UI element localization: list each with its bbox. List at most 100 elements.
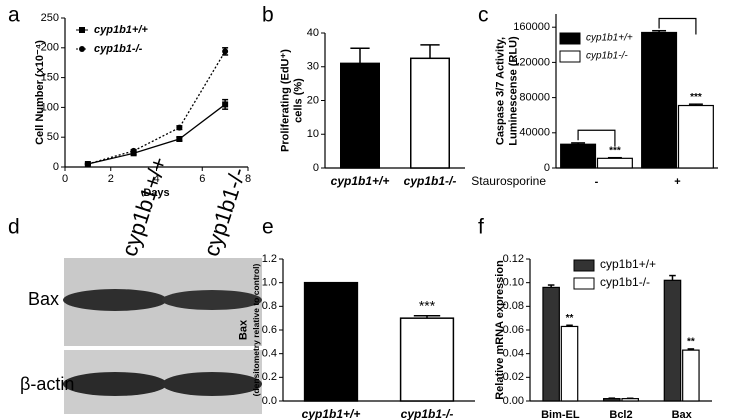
y-axis-label: Luminescense (RLU) xyxy=(507,36,519,146)
marker xyxy=(130,147,137,154)
marker xyxy=(176,135,183,142)
bar xyxy=(410,57,450,169)
legend-label: cyp1b1+/+ xyxy=(586,33,633,44)
annotation: *** xyxy=(419,298,436,314)
y-tick-label: 0.12 xyxy=(503,253,524,265)
y-tick-label: 0.6 xyxy=(262,324,277,336)
legend-label: cyp1b1+/+ xyxy=(600,257,656,271)
line xyxy=(87,51,226,165)
y-tick-label: 160000 xyxy=(513,21,550,33)
y-axis-label: Relative mRNA expression xyxy=(494,260,506,400)
bar xyxy=(603,398,621,402)
bar xyxy=(596,157,633,169)
marker xyxy=(84,161,91,168)
y-tick-label: 10 xyxy=(307,128,319,140)
bar xyxy=(399,317,455,402)
panel-label: a xyxy=(8,4,20,27)
annotation: *** xyxy=(609,145,621,156)
y-tick-label: 0.06 xyxy=(503,324,524,336)
blot-band xyxy=(63,289,167,311)
blot-band xyxy=(63,372,167,396)
y-tick-label: 50 xyxy=(47,131,59,143)
bar xyxy=(340,62,380,169)
y-axis-label: Proliferating (EdU⁺) xyxy=(279,49,291,152)
x-tick-label: - xyxy=(595,176,599,188)
bar xyxy=(677,104,714,169)
panel-label: f xyxy=(478,216,484,239)
y-tick-label: 1.0 xyxy=(262,277,277,289)
y-tick-label: 40 xyxy=(307,27,319,39)
y-tick-label: 0.8 xyxy=(262,300,277,312)
legend-marker xyxy=(79,27,85,33)
y-tick-label: 0.04 xyxy=(503,348,524,360)
y-tick-label: 0.02 xyxy=(503,371,524,383)
x-tick-label: Bim-EL xyxy=(541,409,580,420)
panel-label: c xyxy=(478,4,489,27)
bar xyxy=(303,281,359,402)
legend-label: cyp1b1-/- xyxy=(586,51,628,62)
bar xyxy=(682,349,700,402)
x-tick-label: 2 xyxy=(108,173,114,185)
y-tick-label: 0.10 xyxy=(503,277,524,289)
y-axis-label: Cell Number (x10⁻⁴) xyxy=(34,40,46,145)
bar xyxy=(663,279,682,402)
bar xyxy=(560,143,597,169)
y-tick-label: 1.2 xyxy=(262,253,277,265)
marker xyxy=(222,101,229,108)
bar xyxy=(641,31,678,169)
lane-label: cyp1b1+/+ xyxy=(117,154,173,259)
legend-swatch xyxy=(573,259,595,272)
marker xyxy=(176,124,183,131)
legend-swatch xyxy=(559,50,581,63)
y-tick-label: 0.00 xyxy=(503,395,524,407)
y-axis-label: Bax xyxy=(237,319,249,340)
x-axis-label: Staurosporine xyxy=(471,174,546,188)
y-tick-label: 100 xyxy=(41,101,59,113)
bar xyxy=(542,286,560,402)
x-tick-label: 4 xyxy=(153,173,159,185)
y-tick-label: 150 xyxy=(41,72,59,84)
y-tick-label: 80000 xyxy=(519,92,550,104)
band-label: Bax xyxy=(28,289,59,309)
y-tick-label: 250 xyxy=(41,12,59,24)
x-tick-label: 0 xyxy=(62,173,68,185)
x-tick-label: cyp1b1-/- xyxy=(401,407,454,420)
marker xyxy=(222,48,229,55)
lane-label: cyp1b1-/- xyxy=(199,164,251,259)
x-tick-label: Bcl2 xyxy=(609,409,632,420)
line xyxy=(87,103,226,165)
legend-marker xyxy=(79,46,85,52)
y-axis-label: cells (%) xyxy=(292,78,304,123)
x-tick-label: + xyxy=(674,176,680,188)
annotation: ** xyxy=(566,313,574,324)
blot-band xyxy=(162,290,262,310)
legend-label: cyp1b1-/- xyxy=(600,275,650,289)
bar xyxy=(560,325,579,402)
y-tick-label: 20 xyxy=(307,94,319,106)
y-tick-label: 30 xyxy=(307,61,319,73)
x-tick-label: cyp1b1+/+ xyxy=(331,174,390,188)
y-tick-label: 0.0 xyxy=(262,395,277,407)
panel-label: e xyxy=(262,216,274,239)
annotation: ** xyxy=(687,337,695,348)
y-tick-label: 0 xyxy=(53,161,59,173)
legend-label: cyp1b1-/- xyxy=(94,43,143,55)
bar xyxy=(621,398,639,402)
x-tick-label: cyp1b1+/+ xyxy=(302,407,361,420)
y-tick-label: 0 xyxy=(544,162,550,174)
legend-swatch xyxy=(559,32,581,45)
y-tick-label: 0.2 xyxy=(262,371,277,383)
x-tick-label: Bax xyxy=(672,409,693,420)
bracket xyxy=(658,17,697,35)
panel-label: d xyxy=(8,216,20,239)
y-tick-label: 200 xyxy=(41,42,59,54)
y-tick-label: 0.4 xyxy=(262,348,277,360)
x-axis-label: Days xyxy=(143,187,169,199)
panel-label: b xyxy=(262,4,274,27)
legend-label: cyp1b1+/+ xyxy=(94,24,148,36)
y-axis-label: (densitometry relative to control) xyxy=(251,263,261,396)
bracket xyxy=(577,129,616,147)
x-tick-label: 8 xyxy=(245,173,251,185)
band-label: β-actin xyxy=(20,374,74,394)
